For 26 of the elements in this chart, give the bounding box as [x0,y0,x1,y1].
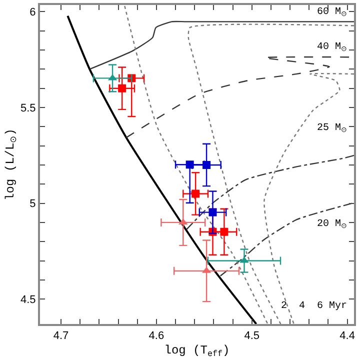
point [118,84,126,92]
x-tick-label: 4.5 [244,330,260,342]
point [192,190,200,198]
annotation: 25 M$_{⊙}$ [317,123,348,136]
line-series [66,14,258,324]
x-tick-label: 4.7 [53,330,69,342]
point [202,160,211,169]
annotation: 40 M$_{⊙}$ [317,42,348,54]
x-axis-title: log (T$_{eff}$) [164,344,230,360]
point [186,160,194,169]
line-series [89,20,354,70]
line-series [264,72,354,324]
line-series [124,5,268,324]
annotation: 60 M$_{⊙}$ [317,7,348,20]
line-series [220,202,353,277]
x-tick-label: 4.6 [148,330,164,342]
y-tick-label: 4.5 [20,294,36,306]
y-tick-label: 6 [30,6,36,19]
y-tick-label: 5 [30,198,36,210]
point [208,208,217,216]
annotation: 2 4 6 Myr [281,301,348,312]
point [220,228,228,236]
annotation: 20 M$_{⊙}$ [317,219,348,232]
x-tick-label: 4.4 [340,330,355,342]
y-tick-label: 5.5 [20,102,36,114]
line-series [186,154,354,230]
